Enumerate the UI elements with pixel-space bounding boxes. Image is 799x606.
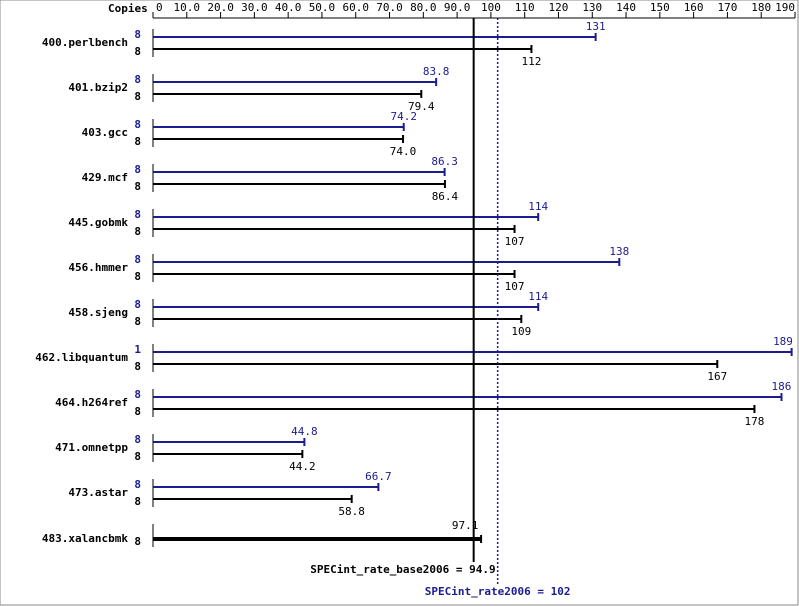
x-tick-label: 110 (515, 1, 535, 14)
benchmark-label: 403.gcc (82, 126, 128, 139)
x-tick-label: 120 (549, 1, 569, 14)
copies-label: 8 (134, 180, 141, 193)
base-value-label: 109 (511, 325, 531, 338)
copies-label: 8 (134, 433, 141, 446)
benchmark-label: 471.omnetpp (55, 441, 128, 454)
base-value-label: 86.4 (432, 190, 459, 203)
x-tick-label: 50.0 (309, 1, 336, 14)
peak-value-label: 131 (586, 20, 606, 33)
copies-label: 8 (134, 90, 141, 103)
x-tick-label: 30.0 (241, 1, 268, 14)
benchmark-label: 445.gobmk (68, 216, 128, 229)
copies-label: 8 (134, 450, 141, 463)
copies-label: 1 (134, 343, 141, 356)
x-tick-label: 140 (616, 1, 636, 14)
copies-label: 8 (134, 315, 141, 328)
x-tick-label: 0 (156, 1, 163, 14)
x-tick-label: 100 (481, 1, 501, 14)
copies-label: 8 (134, 388, 141, 401)
x-tick-label: 180 (751, 1, 771, 14)
benchmark-label: 429.mcf (82, 171, 128, 184)
copies-label: 8 (134, 270, 141, 283)
peak-value-label: 114 (528, 290, 548, 303)
benchmark-label: 400.perlbench (42, 36, 128, 49)
x-tick-label: 10.0 (174, 1, 201, 14)
x-tick-label: 170 (717, 1, 737, 14)
peak-value-label: 189 (773, 335, 793, 348)
base-mean-label: SPECint_rate_base2006 = 94.9 (310, 563, 495, 576)
copies-label: 8 (134, 163, 141, 176)
x-tick-label: 60.0 (342, 1, 369, 14)
copies-label: 8 (134, 405, 141, 418)
copies-label: 8 (134, 535, 141, 548)
x-tick-label: 130 (582, 1, 602, 14)
benchmark-label: 473.astar (68, 486, 128, 499)
copies-label: 8 (134, 298, 141, 311)
peak-mean-label: SPECint_rate2006 = 102 (425, 585, 571, 598)
base-value-label: 167 (707, 370, 727, 383)
base-value-label: 107 (505, 235, 525, 248)
benchmark-label: 483.xalancbmk (42, 532, 128, 545)
x-tick-label: 70.0 (376, 1, 403, 14)
benchmark-label: 401.bzip2 (68, 81, 128, 94)
copies-label: 8 (134, 253, 141, 266)
base-value-label: 178 (745, 415, 765, 428)
peak-value-label: 186 (772, 380, 792, 393)
peak-value-label: 86.3 (431, 155, 458, 168)
base-value-label: 44.2 (289, 460, 316, 473)
copies-label: 8 (134, 225, 141, 238)
benchmark-label: 464.h264ref (55, 396, 128, 409)
benchmark-label: 462.libquantum (35, 351, 128, 364)
x-tick-label: 190 (775, 1, 795, 14)
copies-label: 8 (134, 495, 141, 508)
x-tick-label: 150 (650, 1, 670, 14)
base-value-label: 112 (522, 55, 542, 68)
benchmark-label: 458.sjeng (68, 306, 128, 319)
peak-value-label: 138 (609, 245, 629, 258)
peak-value-label: 66.7 (365, 470, 392, 483)
copies-label: 8 (134, 135, 141, 148)
peak-value-label: 44.8 (291, 425, 318, 438)
benchmark-label: 456.hmmer (68, 261, 128, 274)
peak-value-label: 83.8 (423, 65, 450, 78)
axis-title: Copies (108, 2, 148, 15)
copies-label: 8 (134, 28, 141, 41)
base-value-label: 79.4 (408, 100, 435, 113)
base-value-label: 74.0 (390, 145, 417, 158)
x-tick-label: 20.0 (207, 1, 234, 14)
peak-value-label: 74.2 (390, 110, 417, 123)
peak-value-label: 114 (528, 200, 548, 213)
x-tick-label: 90.0 (444, 1, 471, 14)
copies-label: 8 (134, 208, 141, 221)
copies-label: 8 (134, 118, 141, 131)
x-tick-label: 80.0 (410, 1, 437, 14)
x-tick-label: 40.0 (275, 1, 302, 14)
copies-label: 8 (134, 73, 141, 86)
copies-label: 8 (134, 360, 141, 373)
copies-label: 8 (134, 478, 141, 491)
copies-label: 8 (134, 45, 141, 58)
base-value-label: 97.1 (452, 519, 479, 532)
base-value-label: 58.8 (338, 505, 365, 518)
x-tick-label: 160 (684, 1, 704, 14)
base-value-label: 107 (505, 280, 525, 293)
